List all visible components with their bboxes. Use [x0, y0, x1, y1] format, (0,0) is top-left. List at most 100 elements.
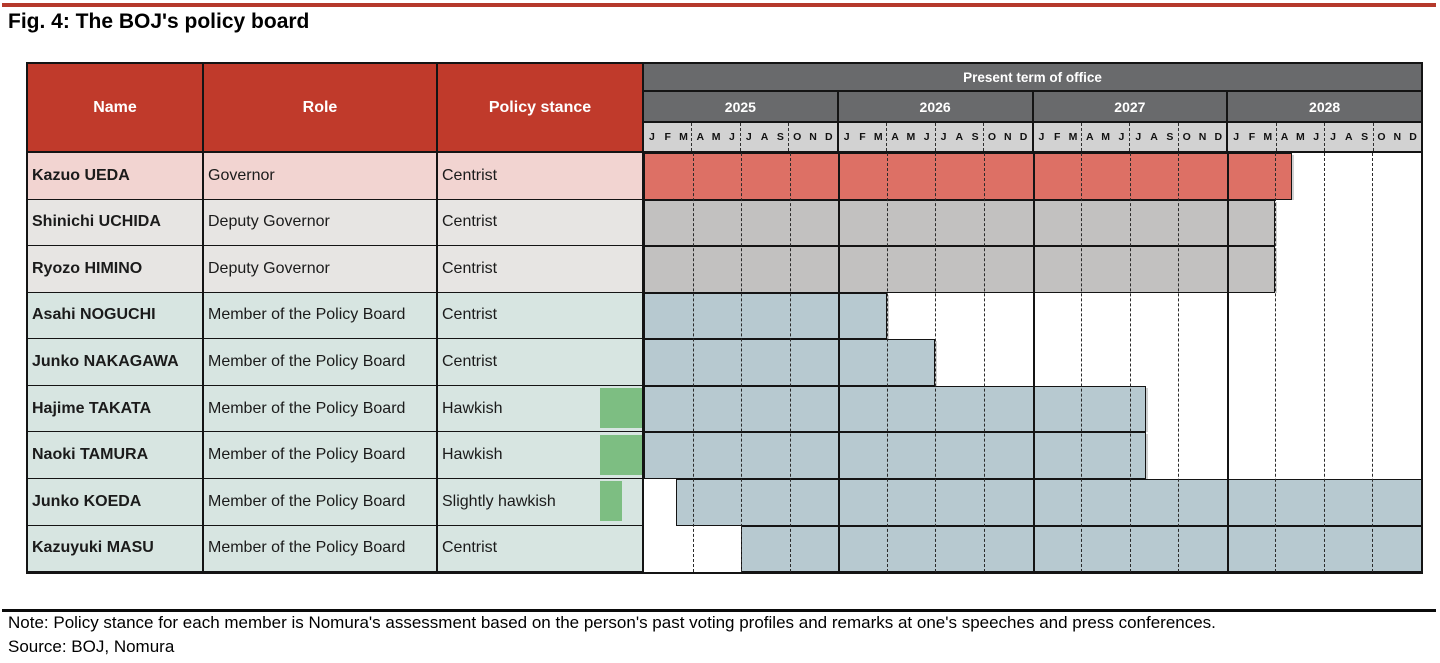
month-label: S: [1361, 131, 1369, 143]
month-label: M: [1068, 131, 1078, 143]
column-header-role: Role: [204, 64, 438, 151]
term-of-office-bar: [644, 199, 1276, 247]
term-of-office-bar: [644, 339, 936, 386]
month-label: O: [1177, 123, 1195, 151]
table-row: Asahi NOGUCHI Member of the Policy Board C…: [28, 292, 1421, 340]
month-label: M: [1101, 131, 1111, 143]
table-row: Naoki TAMURA Member of the Policy Board Ha…: [28, 432, 1421, 479]
month-label: J: [1324, 123, 1341, 151]
term-timeline-cell: [644, 432, 1421, 479]
month-label: D: [1214, 131, 1223, 143]
month-label: J: [1226, 123, 1244, 151]
policy-board-table: Name Role Policy stance Present term of …: [26, 62, 1423, 574]
month-label: J: [923, 131, 930, 143]
month-label: J: [739, 123, 757, 151]
year-label-2025: 2025: [724, 98, 756, 115]
member-policy-stance: Centrist: [438, 339, 644, 386]
month-label: M: [1296, 131, 1305, 143]
month-label: S: [776, 131, 784, 143]
term-of-office-bar: [644, 432, 1146, 479]
month-label: A: [760, 131, 769, 143]
month-label: M: [1263, 131, 1273, 143]
month-label: N: [1003, 131, 1012, 143]
member-name: Ryozo HIMINO: [28, 246, 204, 293]
month-label: A: [691, 123, 708, 151]
term-of-office-bar: [676, 478, 1421, 526]
month-label: M: [711, 131, 721, 143]
bottom-black-rule: [2, 609, 1436, 612]
member-name: Kazuyuki MASU: [28, 525, 204, 573]
month-label: D: [825, 131, 833, 143]
month-label: F: [664, 131, 671, 143]
figure-title: Fig. 4: The BOJ's policy board: [8, 10, 310, 33]
table-row: Hajime TAKATA Member of the Policy Board H…: [28, 385, 1421, 433]
term-timeline-cell: [644, 478, 1421, 526]
member-policy-stance: Centrist: [438, 525, 644, 573]
member-name: Hajime TAKATA: [28, 385, 204, 433]
month-label: M: [873, 131, 883, 143]
member-policy-stance: Hawkish: [438, 432, 644, 479]
table-row: Shinichi UCHIDA Deputy Governor Centrist: [28, 199, 1421, 247]
member-policy-stance: Hawkish: [438, 385, 644, 433]
member-role: Member of the Policy Board: [204, 339, 438, 386]
term-timeline-cell: [644, 199, 1421, 247]
month-label: A: [1345, 131, 1353, 143]
column-header-policy-stance: Policy stance: [438, 64, 644, 151]
figure-source: Source: BOJ, Nomura: [8, 637, 175, 656]
term-timeline-cell: [644, 246, 1421, 293]
month-label: J: [1129, 123, 1146, 151]
table-row: Ryozo HIMINO Deputy Governor Centrist: [28, 246, 1421, 293]
term-timeline-cell: [644, 525, 1421, 573]
term-of-office-bar: [644, 153, 1292, 200]
column-header-name: Name: [28, 64, 204, 151]
term-of-office-bar: [644, 292, 887, 340]
hawkishness-marker: [600, 481, 622, 522]
member-role: Member of the Policy Board: [204, 525, 438, 573]
month-label: O: [983, 123, 1000, 151]
table-row: Kazuyuki MASU Member of the Policy Board C…: [28, 525, 1421, 573]
year-label-2026: 2026: [836, 92, 1032, 121]
term-timeline-cell: [644, 292, 1421, 340]
month-label: A: [1080, 123, 1098, 151]
timeline-header-block: Present term of office 2025 2026 2027 2028 …: [644, 64, 1421, 151]
month-label: J: [934, 123, 952, 151]
month-label: J: [1031, 123, 1050, 151]
member-name: Asahi NOGUCHI: [28, 292, 204, 340]
table-header: Name Role Policy stance Present term of …: [28, 64, 1421, 153]
member-name: Naoki TAMURA: [28, 432, 204, 479]
member-role: Member of the Policy Board: [204, 432, 438, 479]
year-axis: 2025 2026 2027 2028: [644, 92, 1421, 123]
member-role: Deputy Governor: [204, 246, 438, 293]
member-role: Governor: [204, 153, 438, 200]
table-row: Junko NAKAGAWA Member of the Policy Board…: [28, 339, 1421, 386]
month-label: A: [1275, 123, 1293, 151]
month-label: N: [1198, 131, 1207, 143]
month-label: F: [1248, 131, 1256, 143]
term-of-office-bar: [741, 525, 1421, 573]
member-policy-stance: Centrist: [438, 292, 644, 340]
month-label: J: [1313, 131, 1320, 143]
top-red-rule: [2, 3, 1436, 7]
member-role: Member of the Policy Board: [204, 292, 438, 340]
month-label: N: [1393, 131, 1402, 143]
figure-note: Note: Policy stance for each member is N…: [8, 613, 1216, 632]
month-label: J: [836, 123, 855, 151]
member-policy-stance: Centrist: [438, 199, 644, 247]
month-label: M: [906, 131, 916, 143]
member-role: Member of the Policy Board: [204, 478, 438, 526]
timeline-header-title: Present term of office: [644, 64, 1421, 92]
term-of-office-bar: [644, 246, 1276, 293]
member-name: Kazuo UEDA: [28, 153, 204, 200]
member-name: Junko NAKAGAWA: [28, 339, 204, 386]
month-label: J: [1118, 131, 1125, 143]
hawkishness-marker: [600, 434, 642, 475]
month-label: A: [1150, 131, 1158, 143]
month-label: D: [1019, 131, 1028, 143]
month-label: J: [648, 131, 655, 143]
year-label-2027: 2027: [1031, 92, 1227, 121]
table-body: Kazuo UEDA Governor Centrist Shinichi UCHID…: [28, 153, 1421, 573]
month-label: S: [1166, 131, 1174, 143]
hawkishness-marker: [600, 388, 642, 429]
term-timeline-cell: [644, 385, 1421, 433]
